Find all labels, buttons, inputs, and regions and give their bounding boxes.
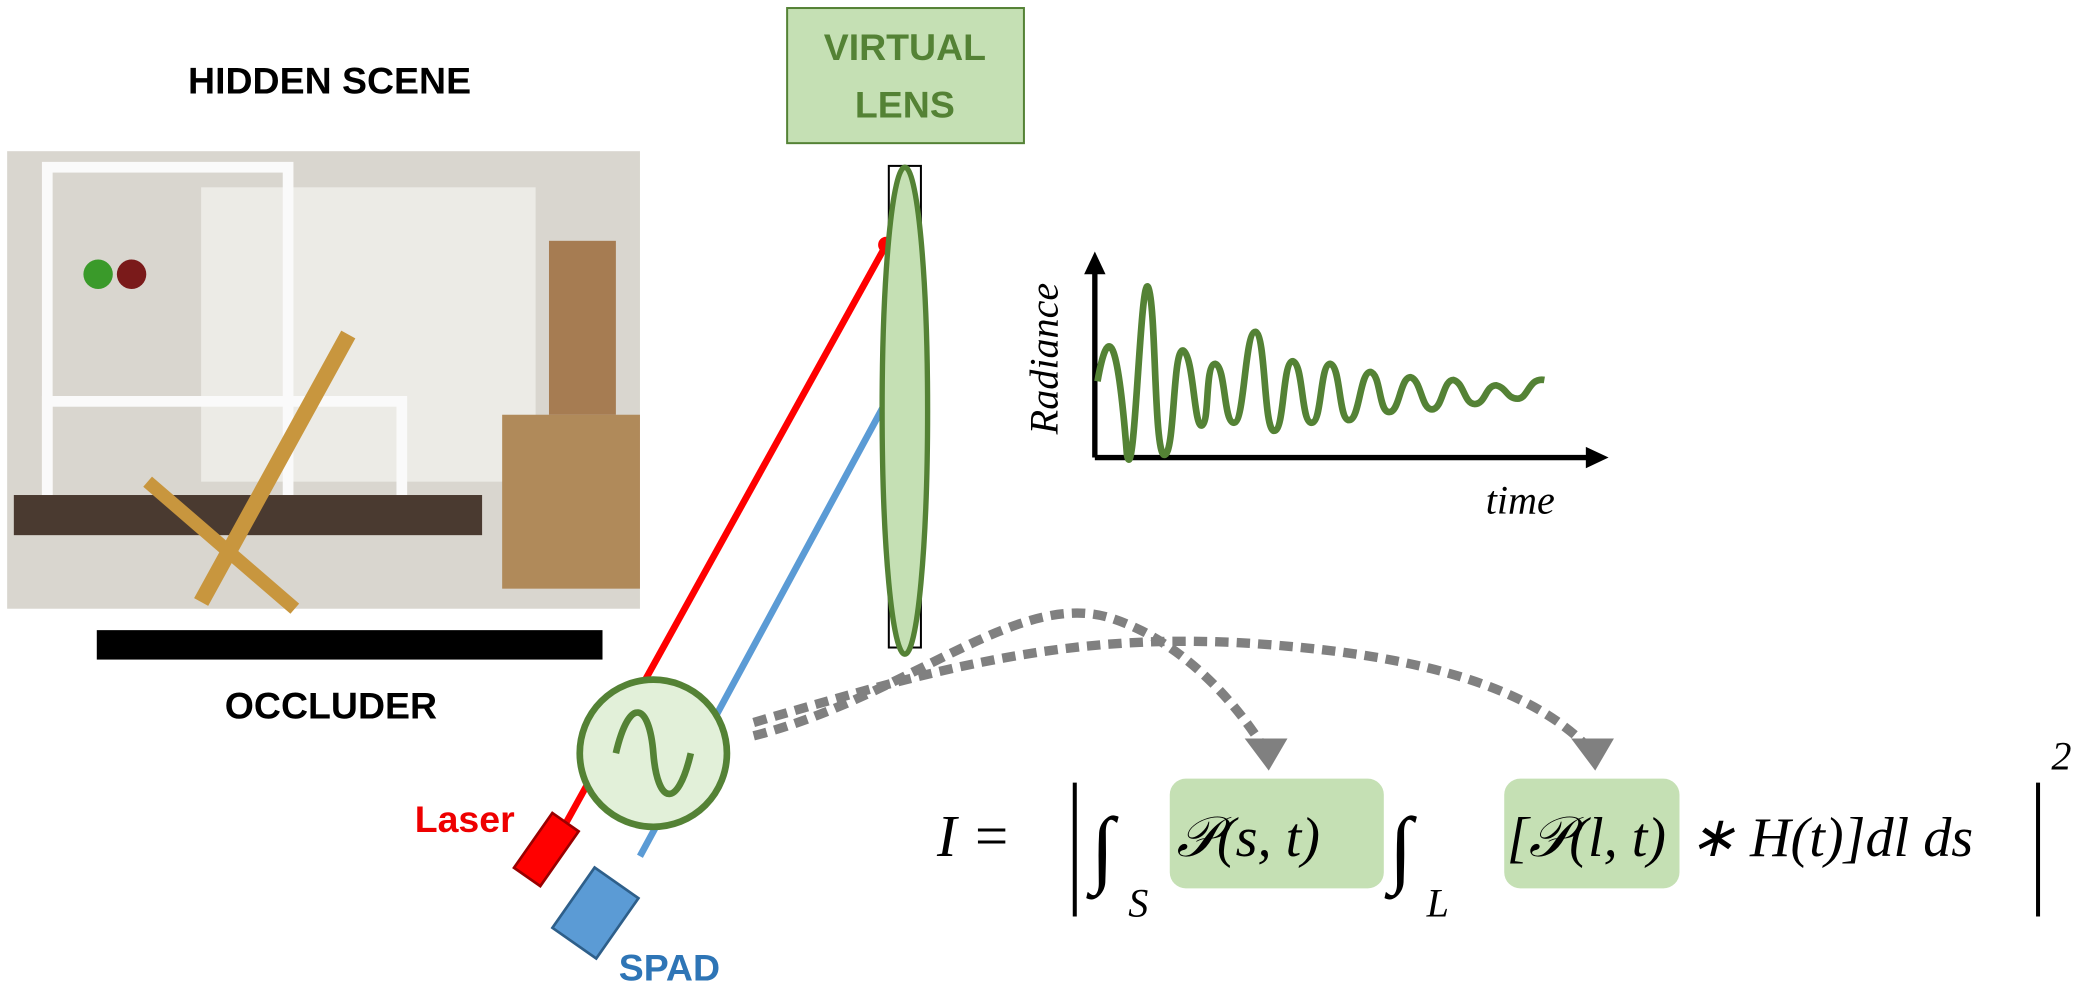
equation-term: [𝒫(l, t) <box>1507 807 1666 869</box>
equation-term: 𝒫(s, t) <box>1176 807 1320 869</box>
dashed-arrow <box>754 641 1590 749</box>
virtual-lens-label: LENS <box>855 84 955 126</box>
virtual-lens-label: VIRTUAL <box>824 26 986 68</box>
y-axis-label: Radiance <box>1021 283 1066 436</box>
integral-subscript: S <box>1128 880 1148 925</box>
laser-device <box>514 813 579 886</box>
integral: ∫ <box>1086 800 1119 899</box>
arrow-head <box>1245 739 1288 771</box>
equation-rest: ∗ H(t)]dl ds <box>1689 807 1973 869</box>
spad-label: SPAD <box>619 947 720 982</box>
lens <box>882 167 927 654</box>
laser-label: Laser <box>415 798 515 840</box>
dashed-arrow <box>754 613 1265 749</box>
x-axis-label: time <box>1486 478 1555 523</box>
diagram: HIDDEN SCENE OCCLUDER VIRTUAL LENS Laser… <box>0 0 2088 982</box>
equation-power: 2 <box>2051 733 2071 778</box>
integral: ∫ <box>1384 800 1417 899</box>
occluder-bar <box>97 630 603 659</box>
arrow-head <box>1571 739 1614 771</box>
hidden-scene-label: HIDDEN SCENE <box>188 60 471 102</box>
hidden-scene-photo <box>7 151 640 609</box>
spad-device <box>552 867 638 958</box>
equation-lhs: I = <box>936 804 1011 869</box>
integral-subscript: L <box>1426 880 1449 925</box>
occluder-label: OCCLUDER <box>225 684 437 726</box>
radiance-plot <box>1084 252 1608 469</box>
